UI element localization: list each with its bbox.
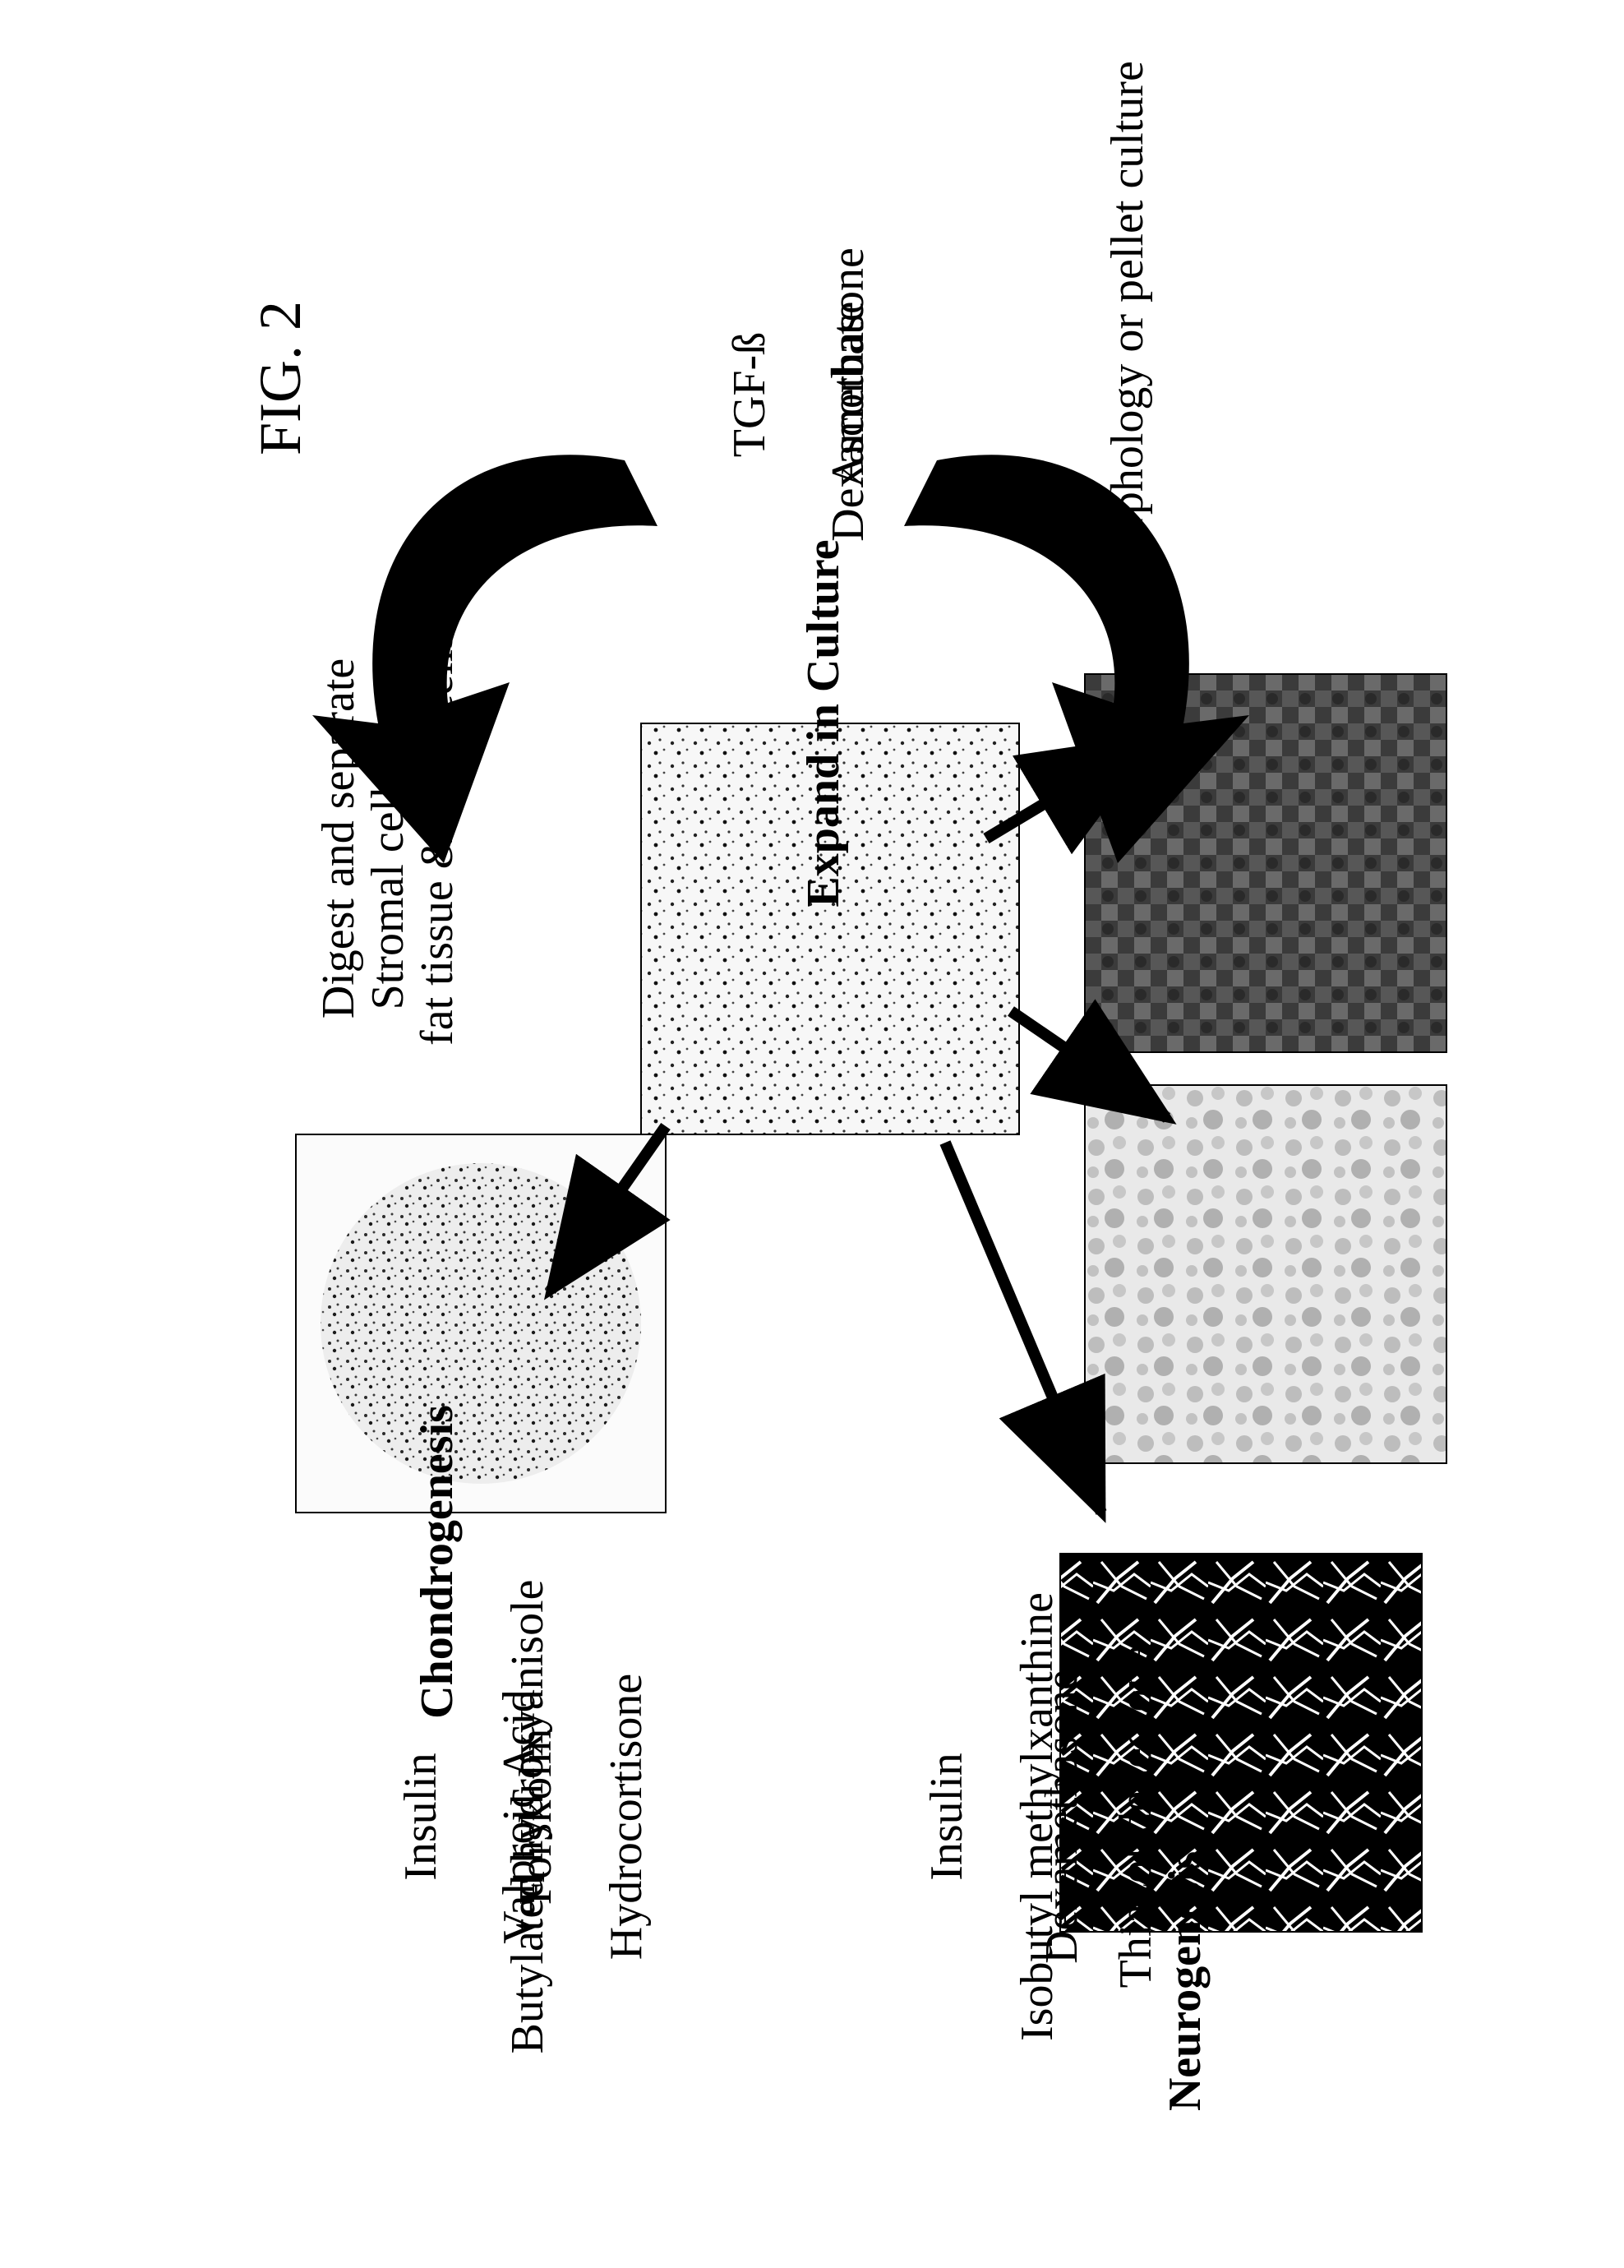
neuro-chem-1: Insulin	[394, 1693, 444, 1940]
diagram-svg	[0, 0, 1624, 2268]
neuro-chem-3: Forskolin	[510, 1677, 559, 1956]
header-line3: fat tissue & other cells	[411, 592, 460, 1085]
chondro-chem-2: Ascorbate	[822, 255, 871, 534]
adipo-chem-3: Thiazolidenedione	[1110, 1603, 1159, 2030]
adipo-chem-1: Insulin	[920, 1693, 970, 1940]
image-placeholders	[296, 674, 1446, 1932]
header-line1: Digest and separate	[312, 592, 362, 1085]
header-line2: Stromal cells from	[362, 592, 411, 1085]
chondro-chem-3: Round Morphology or pellet culture	[1101, 25, 1151, 764]
osteogenesis-title: Osteogenesis	[1619, 707, 1624, 1052]
neuro-chem-4: Hydrocortisone	[600, 1636, 649, 1998]
straight-arrows	[551, 740, 1167, 1513]
neurogenesis-title: Neurogenesis	[1159, 1808, 1208, 2154]
figure-label: FIG. 2	[247, 271, 312, 485]
adipo-chem-2: Dexamethasone	[1036, 1628, 1085, 2006]
chondro-chem-0: TGF-ß	[723, 255, 773, 534]
adipogenesis-title: Adipogenesis	[1619, 1118, 1624, 1463]
